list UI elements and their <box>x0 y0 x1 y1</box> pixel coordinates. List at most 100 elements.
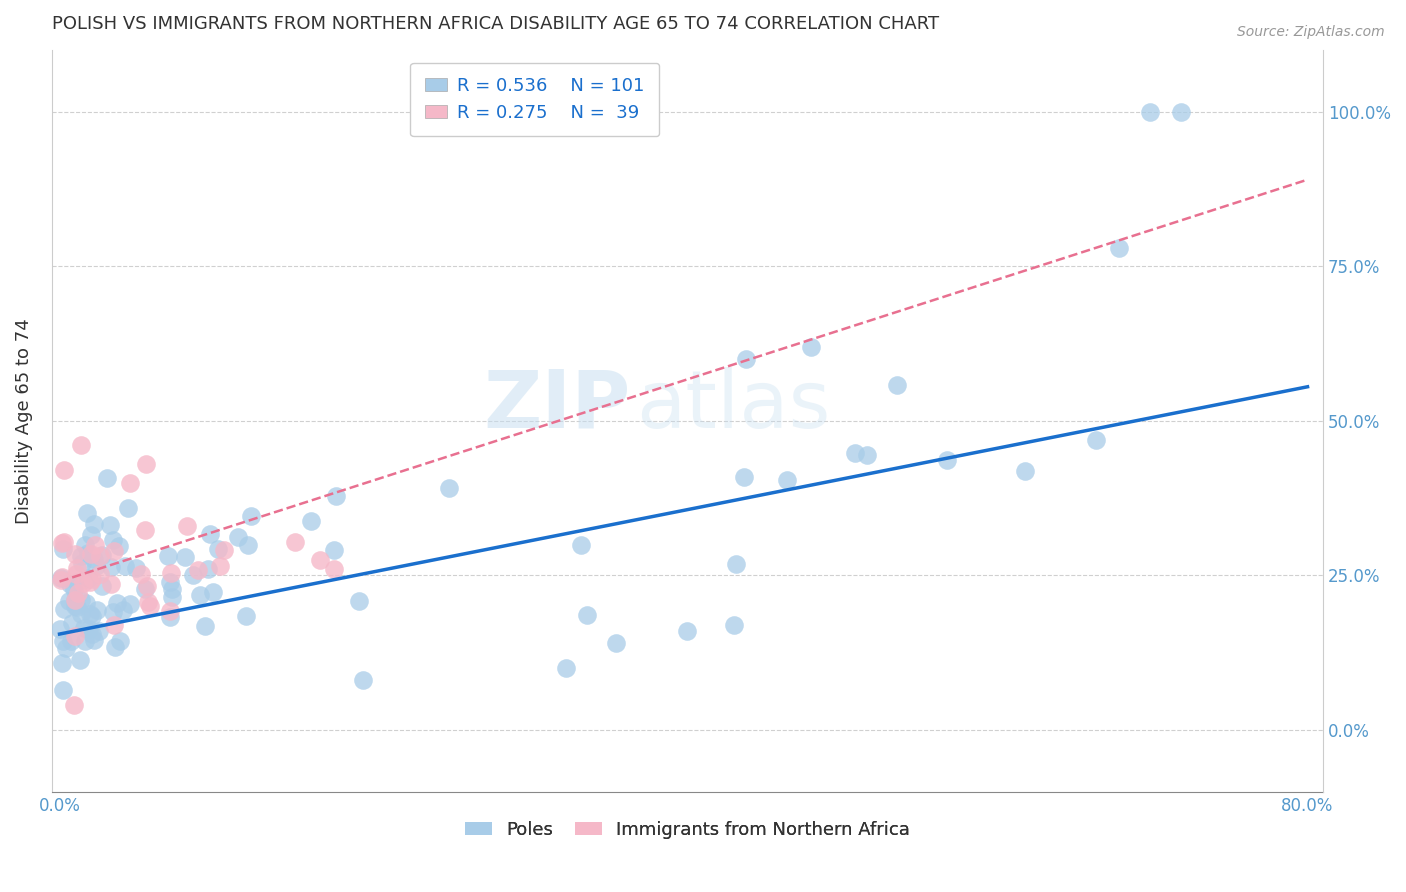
Point <box>80 528 103 542</box>
Point <box>936 453 959 467</box>
Point <box>76 506 98 520</box>
Point <box>70 556 93 570</box>
Point <box>676 624 699 638</box>
Point <box>52 463 75 477</box>
Point <box>134 524 156 538</box>
Point <box>159 610 181 624</box>
Point <box>86 603 108 617</box>
Point <box>53 602 76 616</box>
Point <box>103 605 125 619</box>
Point <box>70 549 93 563</box>
Point <box>79 575 101 590</box>
Point <box>129 567 152 582</box>
Point <box>569 538 592 552</box>
Point <box>66 561 89 575</box>
Point <box>160 590 183 604</box>
Point <box>66 586 89 600</box>
Point <box>76 546 98 560</box>
Point <box>160 582 183 596</box>
Point <box>198 526 221 541</box>
Point <box>63 547 86 561</box>
Point <box>576 607 599 622</box>
Point <box>176 519 198 533</box>
Point <box>100 577 122 591</box>
Point <box>101 533 124 547</box>
Point <box>1139 104 1161 119</box>
Point <box>309 552 332 566</box>
Point <box>118 475 141 490</box>
Point <box>800 340 823 354</box>
Point <box>83 516 105 531</box>
Point <box>188 588 211 602</box>
Point <box>70 438 93 452</box>
Point <box>104 640 127 654</box>
Point <box>111 603 134 617</box>
Point <box>160 566 183 580</box>
Point <box>437 481 460 495</box>
Point <box>83 551 105 566</box>
Text: Source: ZipAtlas.com: Source: ZipAtlas.com <box>1237 25 1385 39</box>
Legend: Poles, Immigrants from Northern Africa: Poles, Immigrants from Northern Africa <box>457 814 917 846</box>
Point <box>89 624 111 638</box>
Point <box>89 549 111 563</box>
Point <box>103 543 125 558</box>
Point <box>84 538 107 552</box>
Point <box>90 548 112 562</box>
Point <box>52 633 75 648</box>
Y-axis label: Disability Age 65 to 74: Disability Age 65 to 74 <box>15 318 32 524</box>
Point <box>84 559 107 574</box>
Point <box>65 599 87 613</box>
Point <box>70 607 93 621</box>
Point <box>120 598 142 612</box>
Point <box>605 636 627 650</box>
Point <box>212 542 235 557</box>
Point <box>48 622 70 636</box>
Point <box>844 446 866 460</box>
Point <box>72 576 94 591</box>
Point <box>157 549 180 563</box>
Point <box>63 593 86 607</box>
Point <box>51 570 73 584</box>
Text: POLISH VS IMMIGRANTS FROM NORTHERN AFRICA DISABILITY AGE 65 TO 74 CORRELATION CH: POLISH VS IMMIGRANTS FROM NORTHERN AFRIC… <box>52 15 939 33</box>
Point <box>103 617 125 632</box>
Text: ZIP: ZIP <box>484 367 630 445</box>
Point <box>80 572 103 586</box>
Point <box>352 673 374 688</box>
Point <box>776 474 799 488</box>
Point <box>49 571 72 585</box>
Point <box>59 634 82 648</box>
Point <box>284 534 307 549</box>
Point <box>554 661 576 675</box>
Point <box>1085 434 1108 448</box>
Point <box>79 607 101 622</box>
Point <box>235 609 257 624</box>
Point <box>240 508 263 523</box>
Point <box>63 582 86 597</box>
Point <box>83 632 105 647</box>
Point <box>117 500 139 515</box>
Point <box>236 538 259 552</box>
Point <box>63 592 86 607</box>
Point <box>63 629 86 643</box>
Point <box>108 634 131 648</box>
Point <box>69 653 91 667</box>
Point <box>723 617 745 632</box>
Point <box>136 595 159 609</box>
Point <box>75 596 97 610</box>
Point <box>66 574 89 589</box>
Point <box>98 518 121 533</box>
Point <box>108 539 131 553</box>
Point <box>53 534 76 549</box>
Point <box>181 568 204 582</box>
Point <box>66 599 89 614</box>
Point <box>76 572 98 586</box>
Point <box>60 616 83 631</box>
Point <box>73 538 96 552</box>
Point <box>194 618 217 632</box>
Point <box>136 579 159 593</box>
Point <box>59 576 82 591</box>
Point <box>73 621 96 635</box>
Point <box>855 448 877 462</box>
Point <box>208 558 231 573</box>
Point <box>299 514 322 528</box>
